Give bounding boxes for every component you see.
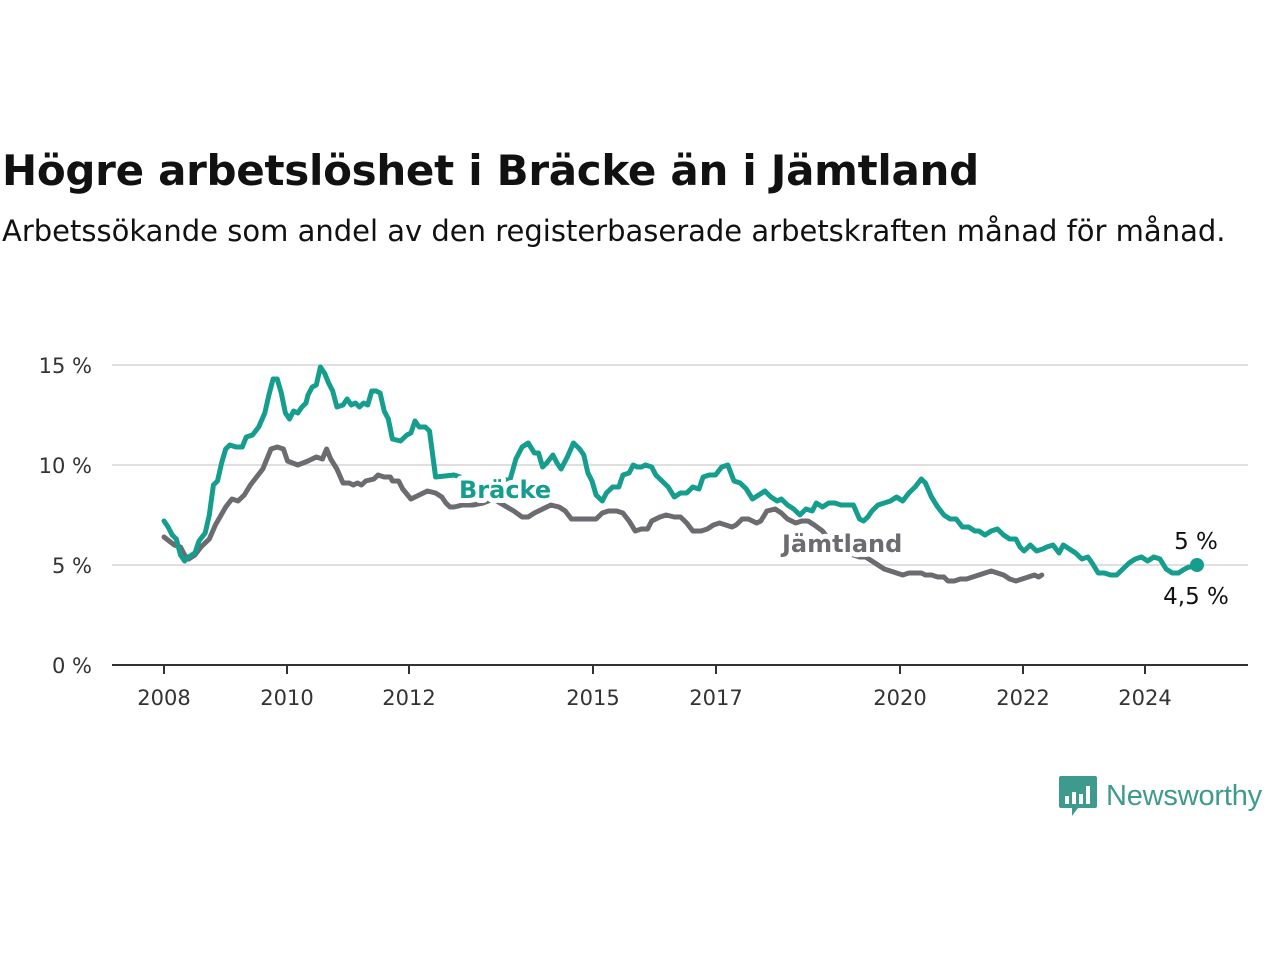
- y-tick-label: 0 %: [52, 654, 92, 678]
- x-tick-label: 2010: [260, 686, 313, 710]
- x-tick-label: 2012: [382, 686, 435, 710]
- brand-name: Newsworthy: [1106, 779, 1262, 812]
- series-label-jamtland: Jämtland: [780, 530, 902, 558]
- x-tick-label: 2017: [689, 686, 742, 710]
- series-label-bracke: Bräcke: [459, 476, 551, 504]
- x-tick-label: 2024: [1118, 686, 1171, 710]
- y-tick-label: 15 %: [39, 354, 92, 378]
- end-label-jamtland: 4,5 %: [1163, 584, 1229, 610]
- bar-chart-speech-bubble-icon: [1059, 776, 1097, 816]
- y-tick-label: 10 %: [39, 454, 92, 478]
- y-axis: 0 % 5 % 10 % 15 %: [39, 354, 92, 678]
- series-lines: [161, 364, 1200, 584]
- x-tick-label: 2022: [996, 686, 1049, 710]
- chart-subtitle: Arbetssökande som andel av den registerb…: [2, 214, 1226, 248]
- gridlines: [112, 364, 1248, 666]
- chart-title: Högre arbetslöshet i Bräcke än i Jämtlan…: [2, 146, 979, 195]
- end-label-bracke: 5 %: [1174, 529, 1218, 555]
- series-label-bracke-halo: Bräcke: [459, 476, 551, 504]
- series-label-jamtland-halo: Jämtland: [780, 530, 902, 558]
- x-tick-label: 2008: [137, 686, 190, 710]
- newsworthy-logo[interactable]: Newsworthy: [1058, 774, 1262, 818]
- series-line-jamtland: [161, 444, 1045, 584]
- x-tick-label: 2015: [566, 686, 619, 710]
- end-marker-bracke: [1190, 558, 1204, 572]
- series-line-bracke: [161, 364, 1200, 578]
- x-tick-label: 2020: [873, 686, 926, 710]
- y-tick-label: 5 %: [52, 554, 92, 578]
- x-axis: 2008 2010 2012 2015 2017 2020 2022 2024: [137, 665, 1172, 710]
